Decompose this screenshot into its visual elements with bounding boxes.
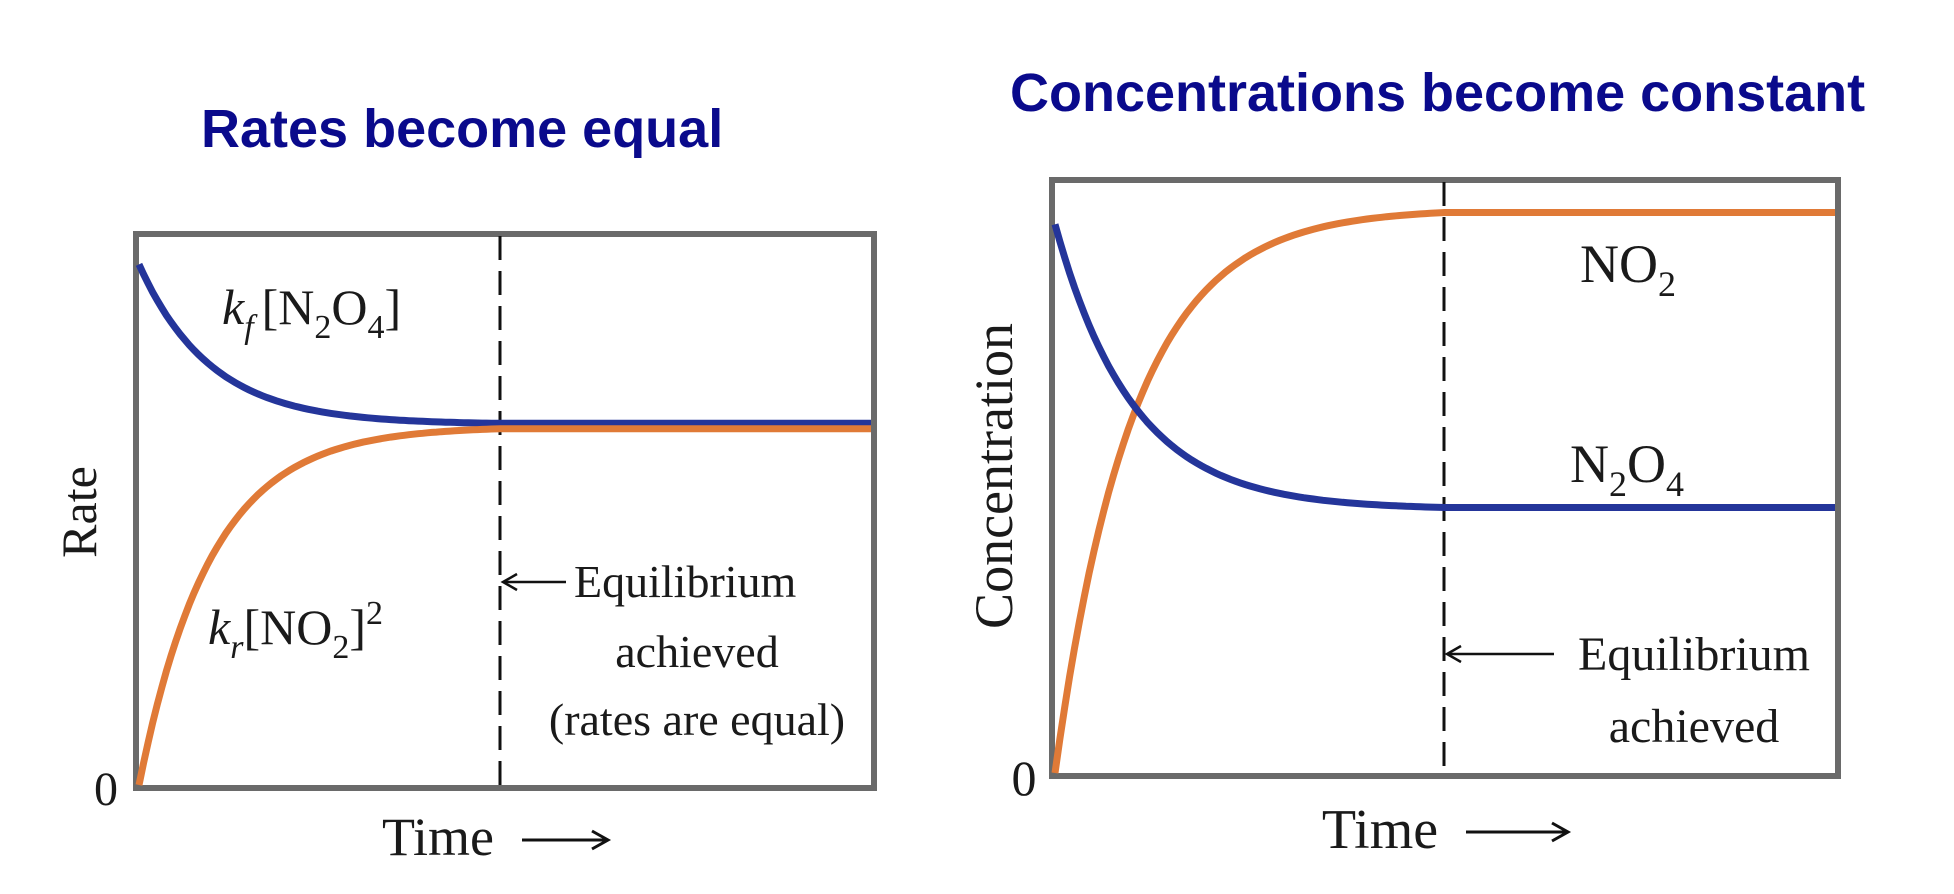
n2o4-o-subscript: 4 [1666, 464, 1684, 504]
kr-k: k [208, 599, 231, 655]
kf-bracket-open: [N [262, 279, 315, 335]
kf-subscript: f [244, 309, 258, 346]
kr-superscript: 2 [366, 595, 383, 632]
rates-y-zero-label: 0 [94, 763, 118, 816]
no2-subscript: 2 [1658, 264, 1676, 304]
concentration-x-axis-arrow-head [1551, 821, 1572, 843]
concentration-plot-frame [1049, 177, 1841, 779]
concentration-equilibrium-label-2: achieved [1609, 700, 1780, 753]
kr-no-sub: 2 [332, 629, 349, 666]
rates-equilibrium-label-2: achieved [615, 626, 778, 677]
concentration-series-no2-line [1051, 209, 1835, 774]
rates-chart: kf [N2O4] kr[NO2]2 Equilibrium achieved (… [51, 231, 877, 867]
concentration-series-n2o4-line [1051, 223, 1835, 511]
kf-o-sub: 4 [368, 309, 385, 346]
kr-bracket-open: [NO [243, 599, 332, 655]
rates-series-kr-no2-line [135, 425, 871, 786]
concentration-equilibrium-arrow-head [1444, 644, 1462, 664]
concentration-y-zero-label: 0 [1012, 750, 1037, 806]
concentration-y-axis-label: Concentration [964, 323, 1024, 629]
rates-series-kf-label: kf [N2O4] [222, 279, 401, 346]
rates-series-kr-label: kr[NO2]2 [208, 595, 383, 666]
kf-o: O [331, 279, 367, 335]
kf-n-sub: 2 [314, 309, 331, 346]
rates-equilibrium-label-3: (rates are equal) [549, 694, 845, 745]
n2o4-n-subscript: 2 [1609, 464, 1627, 504]
rates-x-axis-arrow-head [591, 829, 612, 851]
chart-title-rates: Rates become equal [201, 99, 724, 159]
kr-bracket-close: ] [349, 599, 366, 655]
chart-title-concentrations: Concentrations become constant [1010, 63, 1866, 123]
rates-series-kf-n2o4-line [135, 262, 871, 427]
n2o4-n: N [1570, 434, 1609, 494]
concentration-series-no2-label: NO2 [1580, 234, 1676, 304]
no2-text: NO [1580, 234, 1658, 294]
rates-plot-frame [133, 231, 877, 791]
rates-equilibrium-arrow-head [500, 572, 518, 592]
kf-k: k [222, 279, 245, 335]
concentration-equilibrium-label-1: Equilibrium [1578, 628, 1810, 681]
rates-y-axis-label: Rate [51, 466, 107, 558]
kf-bracket-close: ] [385, 279, 402, 335]
concentration-chart: NO2 N2O4 Equilibrium achieved 0 Concentr… [964, 177, 1841, 861]
kr-subscript: r [230, 629, 244, 666]
concentration-x-axis-label: Time [1322, 799, 1438, 861]
rates-equilibrium-label-1: Equilibrium [574, 556, 797, 607]
n2o4-o: O [1627, 434, 1666, 494]
rates-x-axis-label: Time [382, 807, 494, 867]
concentration-series-n2o4-label: N2O4 [1570, 434, 1684, 504]
